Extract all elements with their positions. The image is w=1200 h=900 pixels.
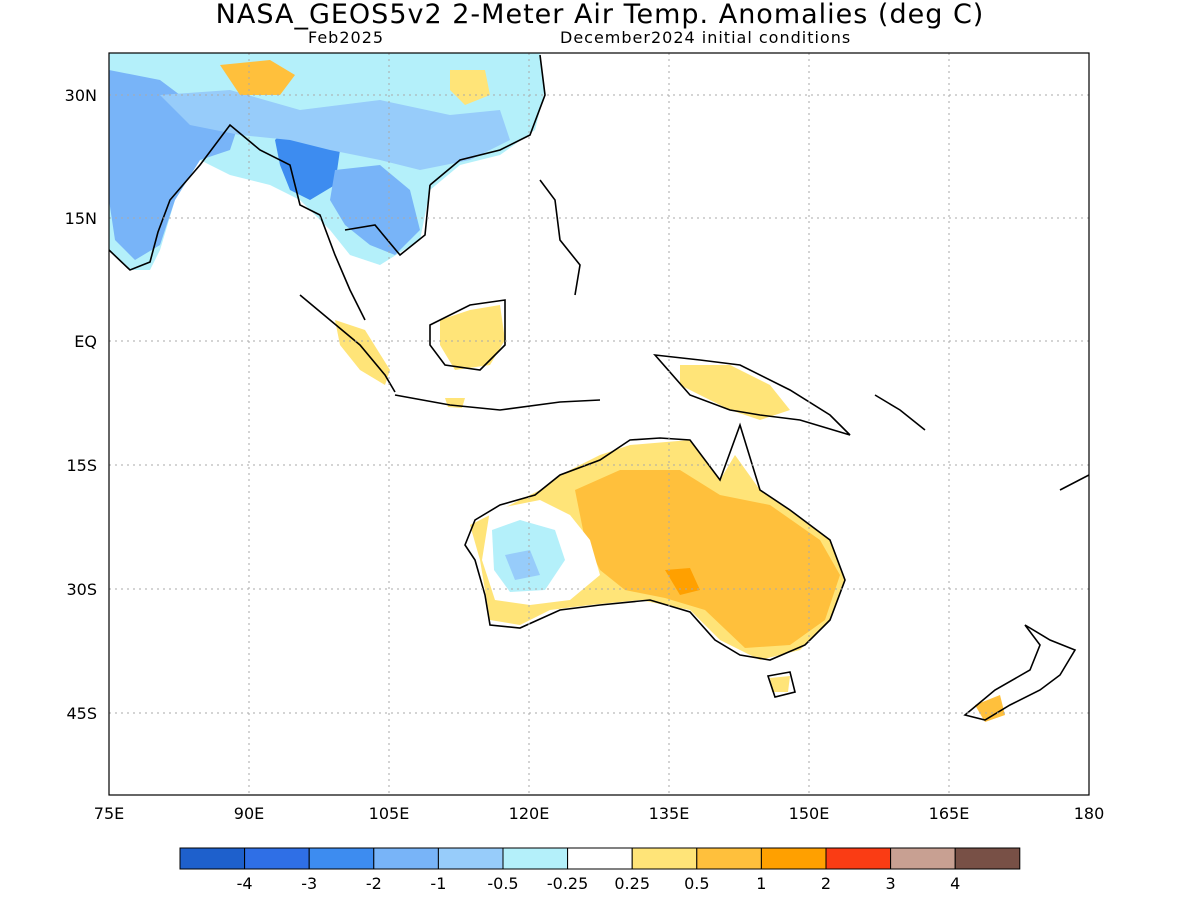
colorbar-label: 4 [950, 874, 960, 893]
lat-label: 15S [66, 456, 97, 475]
colorbar-label: 3 [886, 874, 896, 893]
colorbar-swatch [179, 847, 246, 870]
colorbar: -4 -3 -2 -1 -0.5 -0.25 0.25 0.5 1 2 3 4 [179, 847, 1021, 893]
colorbar-swatch [502, 847, 569, 870]
lat-axis: 30N 15N EQ 15S 30S 45S [65, 86, 97, 723]
colorbar-swatch [373, 847, 439, 870]
tasmania-warm-patch [770, 676, 790, 692]
colorbar-label: -2 [366, 874, 382, 893]
colorbar-label: 2 [821, 874, 831, 893]
map-title: NASA_GEOS5v2 2-Meter Air Temp. Anomalies… [215, 0, 985, 30]
australia-warm-region [575, 470, 840, 648]
colorbar-swatch [631, 847, 698, 870]
colorbar-swatch [567, 847, 633, 870]
colorbar-swatch [308, 847, 375, 870]
lon-label: 150E [789, 804, 830, 823]
new-zealand-warm-patch [975, 695, 1005, 722]
colorbar-swatch [437, 847, 504, 870]
colorbar-label: -3 [301, 874, 317, 893]
colorbar-label: -4 [237, 874, 253, 893]
china-warm-patch [450, 70, 490, 105]
map-frame [108, 52, 1090, 796]
colorbar-swatch [890, 847, 956, 870]
colorbar-label: -0.5 [487, 874, 518, 893]
init-conditions-label: December2024 initial conditions [560, 28, 852, 47]
lat-label: EQ [74, 332, 97, 351]
lon-label: 75E [94, 804, 124, 823]
gridlines [109, 53, 1089, 795]
sumatra-warm-patch [335, 320, 390, 385]
lon-label: 165E [929, 804, 970, 823]
colorbar-label: -1 [430, 874, 446, 893]
lat-label: 30N [65, 86, 97, 105]
lat-label: 45S [66, 704, 97, 723]
lat-label: 15N [65, 209, 97, 228]
colorbar-label: 1 [756, 874, 766, 893]
colorbar-swatch [825, 847, 892, 870]
lat-label: 30S [66, 580, 97, 599]
colorbar-swatch [760, 847, 827, 870]
colorbar-swatch [244, 847, 310, 870]
new-guinea-warm-patch [680, 365, 790, 420]
china-mild-cold-region [160, 90, 510, 170]
coastlines [109, 54, 1089, 721]
australia-strong-warm-patch [665, 568, 700, 595]
anomaly-field [109, 53, 1005, 722]
colorbar-swatch [954, 847, 1021, 870]
colorbar-label: -0.25 [547, 874, 588, 893]
colorbar-label: 0.5 [684, 874, 709, 893]
lon-axis: 75E 90E 105E 120E 135E 150E 165E 180 [94, 804, 1105, 823]
colorbar-label: 0.25 [614, 874, 650, 893]
lon-label: 90E [234, 804, 264, 823]
lon-label: 105E [369, 804, 410, 823]
lon-label: 180 [1074, 804, 1105, 823]
valid-month-label: Feb2025 [308, 28, 385, 47]
colorbar-swatch [696, 847, 762, 870]
lon-label: 120E [509, 804, 550, 823]
borneo-warm-patch [440, 305, 505, 370]
lon-label: 135E [649, 804, 690, 823]
indochina-cold-region [330, 165, 420, 255]
western-australia-colder-patch [505, 550, 540, 580]
tibet-warm-patch [220, 60, 295, 95]
